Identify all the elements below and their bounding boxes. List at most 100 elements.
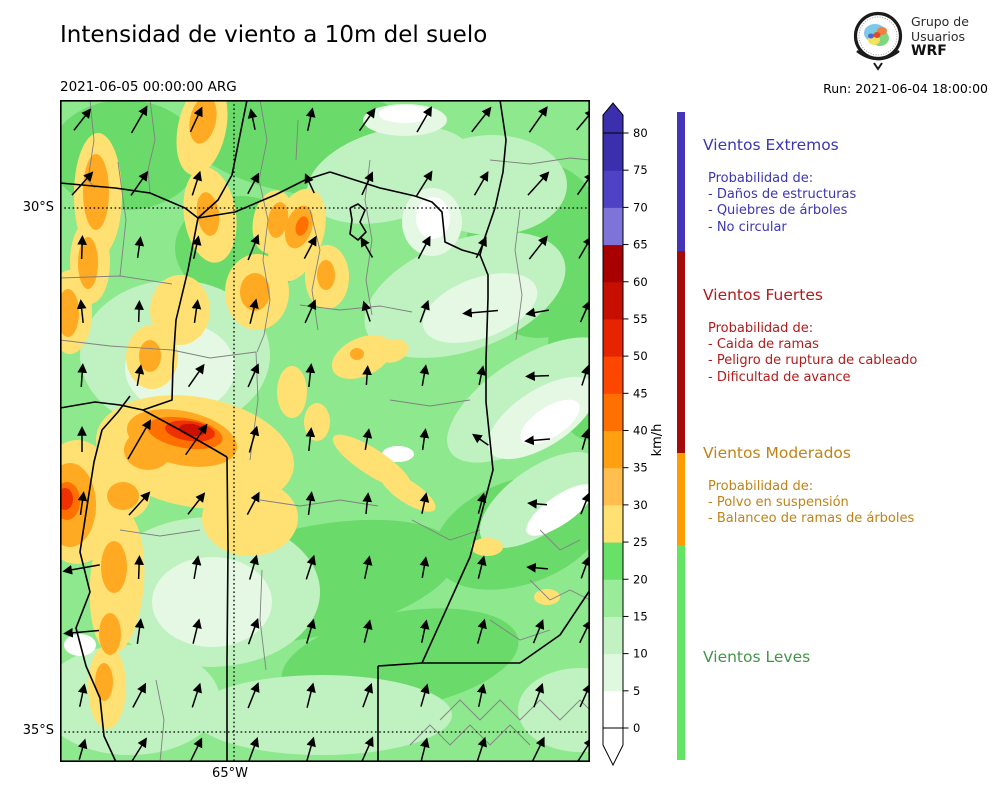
colorbar-over-arrow (602, 102, 624, 134)
legend-category-details: Probabilidad de: - Caida de ramas - Peligr… (708, 321, 917, 386)
colorbar-tick-label: 20 (633, 572, 648, 586)
wind-arrow (528, 106, 548, 133)
wind-arrow (305, 554, 316, 580)
wind-arrow (247, 234, 260, 261)
contour-patch (152, 557, 272, 647)
colorbar-segment (603, 504, 623, 543)
wind-arrow (419, 299, 430, 323)
contour-patch (526, 484, 594, 536)
wind-arrow (358, 107, 376, 132)
wind-arrow (134, 618, 145, 644)
province-border-line (59, 401, 144, 411)
wind-arrow (361, 300, 371, 322)
wind-arrow (304, 173, 315, 194)
colorbar-tick-label: 45 (633, 386, 648, 400)
wind-arrow (415, 170, 433, 197)
colorbar-tick-label: 80 (633, 126, 648, 140)
department-border-line (439, 699, 591, 721)
colorbar-unit-label: km/h (650, 424, 665, 457)
wind-arrow (531, 736, 545, 763)
wind-arrow (580, 491, 591, 515)
wind-arrow (419, 492, 430, 514)
colorbar-segment (603, 170, 623, 208)
wind-arrow (191, 299, 202, 323)
wind-arrow (191, 235, 202, 259)
wind-arrow (581, 364, 591, 386)
wind-arrow (362, 428, 373, 450)
contour-patch (57, 289, 79, 337)
wind-arrow (526, 562, 549, 573)
colorbar-tick-label: 10 (633, 647, 648, 661)
contour-patch (95, 663, 113, 701)
map-canvas (35, 80, 642, 763)
contour-patch (101, 541, 127, 593)
contour-patch (277, 366, 307, 418)
wind-arrow (191, 555, 202, 579)
colorbar-tick-label: 25 (633, 535, 648, 549)
contour-patch (40, 645, 220, 755)
colorbar-under-arrow (602, 727, 624, 767)
colorbar-tick-label: 30 (633, 498, 648, 512)
legend-probability-label: Probabilidad de: (708, 479, 814, 494)
colorbar-tick-label: 60 (633, 275, 648, 289)
wind-arrow (191, 682, 202, 708)
wind-arrow (248, 425, 260, 453)
legend-probability-item: - No circular (708, 219, 787, 235)
wind-arrow (419, 364, 430, 386)
wind-arrow (305, 363, 316, 388)
department-border-line (389, 399, 471, 407)
colorbar-segment (603, 430, 623, 469)
department-border-line (259, 499, 379, 507)
wind-intensity-map (35, 80, 642, 763)
wind-arrow (305, 491, 316, 515)
wind-arrow (248, 736, 260, 762)
colorbar-segment (603, 207, 623, 246)
legend-category-details: Probabilidad de: - Daños de estructuras - … (708, 171, 856, 236)
colorbar-tick-label: 5 (633, 684, 640, 698)
valid-time-label: 2021-06-05 00:00:00 ARG (60, 79, 237, 95)
legend-probability-item: - Daños de estructuras (708, 187, 857, 203)
lat-label-35s: 35°S (22, 723, 54, 738)
contour-patch (150, 275, 210, 345)
contour-patch (83, 154, 109, 230)
colorbar: 0 5 10 15 20 25 30 35 40 45 50 55 60 65 70 75 80 km/h (595, 100, 685, 780)
colorbar-tick-label: 15 (633, 609, 648, 623)
lon-label-65w: 65°W (212, 766, 248, 781)
contour-patch (139, 340, 161, 372)
department-border-line (295, 119, 299, 161)
department-border-line (514, 209, 523, 341)
legend-probability-label: Probabilidad de: (708, 321, 814, 336)
colorbar-canvas: 0 5 10 15 20 25 30 35 40 45 50 55 60 65 70 75 80 km/h (602, 102, 665, 767)
province-border-line (519, 589, 591, 664)
province-border-line (329, 171, 489, 402)
wind-arrow (77, 491, 88, 515)
department-border-line (171, 349, 257, 359)
category-bar-segment (677, 251, 685, 453)
province-border-line (59, 182, 199, 219)
wind-arrow (192, 618, 202, 644)
logo-line1: Grupo de (911, 14, 969, 29)
department-border-line (147, 99, 156, 194)
wind-arrow (525, 371, 550, 381)
wind-arrow (419, 428, 430, 451)
province-border-line (226, 456, 229, 762)
legend-category-title: Vientos Leves (703, 648, 811, 666)
department-border-line (299, 304, 413, 313)
department-border-line (256, 99, 271, 353)
wind-arrow (471, 106, 492, 133)
wind-arrow (476, 618, 487, 644)
wind-arrow (76, 299, 87, 324)
colorbar-segment (603, 690, 623, 729)
contour-patch (78, 237, 98, 289)
legend-probability-item: - Dificultad de avance (708, 369, 851, 385)
legend-probability-item: - Balanceo de ramas de árboles (708, 511, 915, 527)
wind-arrow (131, 737, 147, 762)
wind-arrow (63, 627, 100, 638)
wind-arrow (527, 499, 548, 509)
wind-arrow (473, 171, 489, 196)
wind-arrow (134, 236, 145, 259)
run-time-label: Run: 2021-06-04 18:00:00 (823, 81, 988, 96)
wind-arrow (362, 492, 373, 515)
wind-arrow (419, 556, 430, 578)
